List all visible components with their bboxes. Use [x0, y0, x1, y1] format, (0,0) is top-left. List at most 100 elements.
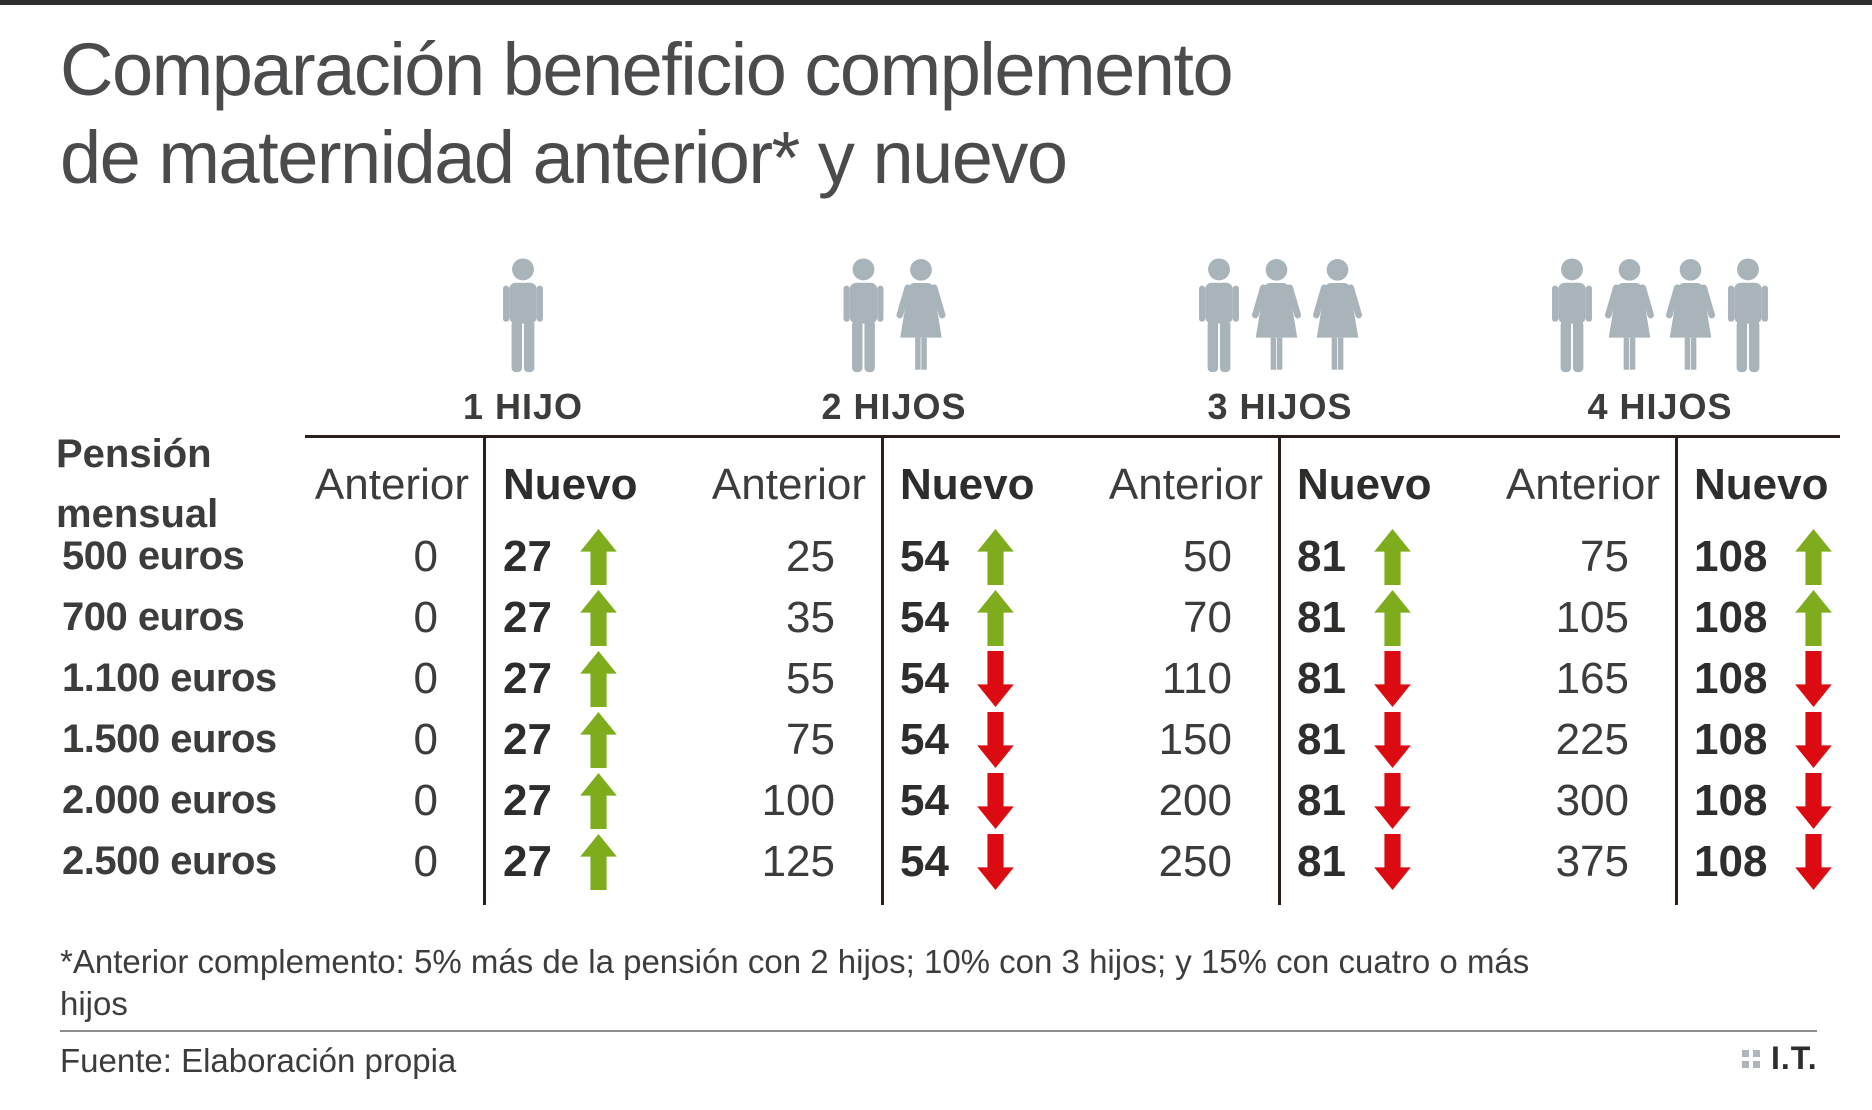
nuevo-value: 27	[483, 526, 702, 587]
anterior-value: 0	[413, 714, 438, 764]
anterior-value: 225	[1555, 714, 1629, 764]
trend-up-icon	[1795, 589, 1833, 646]
anterior-value: 50	[1183, 531, 1232, 581]
nuevo-number: 81	[1297, 592, 1346, 642]
male-icon	[843, 258, 884, 373]
nuevo-number: 81	[1297, 653, 1346, 703]
logo-text: I.T.	[1771, 1040, 1818, 1076]
nuevo-value: 54	[880, 831, 1099, 892]
female-icon	[1313, 258, 1362, 370]
nuevo-number: 27	[503, 836, 552, 886]
trend-up-icon	[580, 833, 617, 890]
group-label: 3 HIJOS	[1207, 386, 1353, 427]
nuevo-number: 108	[1694, 775, 1768, 825]
female-icon	[1252, 258, 1301, 370]
anterior-value: 150	[1158, 714, 1232, 764]
family-icons	[1551, 256, 1769, 374]
nuevo-number: 54	[900, 714, 949, 764]
trend-down-icon	[1374, 772, 1411, 829]
family-groups: 1 HIJO 2 HIJOS	[0, 256, 1872, 428]
nuevo-value: 81	[1277, 587, 1496, 648]
group-label: 1 HIJO	[462, 386, 584, 427]
nuevo-number: 27	[503, 592, 552, 642]
nuevo-number: 108	[1694, 653, 1768, 703]
anterior-value: 0	[413, 775, 438, 825]
nuevo-number: 81	[1297, 714, 1346, 764]
trend-down-icon	[977, 650, 1014, 707]
nuevo-value: 81	[1277, 831, 1496, 892]
top-bar	[0, 0, 1872, 5]
nuevo-value: 81	[1277, 648, 1496, 709]
header-divider-line	[305, 435, 1840, 438]
anterior-value: 165	[1555, 653, 1629, 703]
anterior-header: Anterior	[1505, 460, 1660, 509]
anterior-value: 70	[1183, 592, 1232, 642]
nuevo-number: 54	[900, 836, 949, 886]
logo-squares-icon	[1742, 1049, 1760, 1068]
row-label: 2.000 euros	[62, 778, 277, 822]
nuevo-value: 81	[1277, 526, 1496, 587]
trend-down-icon	[977, 711, 1014, 768]
nuevo-value: 108	[1674, 648, 1839, 709]
nuevo-value: 108	[1674, 526, 1839, 587]
footer-divider	[60, 1030, 1817, 1032]
nuevo-value: 27	[483, 831, 702, 892]
trend-up-icon	[1374, 589, 1411, 646]
male-icon	[503, 258, 543, 373]
nuevo-value: 27	[483, 770, 702, 831]
footnote-line-2: hijos	[60, 985, 128, 1022]
anterior-header: Anterior	[314, 460, 469, 509]
female-icon	[896, 258, 946, 370]
nuevo-number: 81	[1297, 775, 1346, 825]
row-label: 1.100 euros	[62, 656, 277, 700]
trend-down-icon	[1795, 711, 1833, 768]
title-line-1: Comparación beneficio complemento	[60, 28, 1234, 111]
row-label: 1.500 euros	[62, 717, 277, 761]
nuevo-number: 108	[1694, 714, 1768, 764]
trend-down-icon	[1374, 650, 1411, 707]
nuevo-number: 54	[900, 775, 949, 825]
male-icon	[1199, 258, 1239, 373]
nuevo-value: 108	[1674, 831, 1839, 892]
anterior-header: Anterior	[1108, 460, 1263, 509]
nuevo-value: 54	[880, 648, 1099, 709]
male-icon	[1552, 258, 1592, 373]
male-icon	[1728, 258, 1768, 373]
anterior-value: 35	[786, 592, 835, 642]
nuevo-value: 81	[1277, 709, 1496, 770]
female-icon	[1666, 258, 1715, 370]
pension-column-header: Pensión mensual	[56, 424, 218, 544]
trend-up-icon	[580, 650, 617, 707]
row-label: 2.500 euros	[62, 839, 277, 883]
spacer-cell	[50, 444, 305, 526]
anterior-value: 125	[761, 836, 835, 886]
family-group-2-hijos: 2 HIJOS	[821, 256, 966, 428]
anterior-value: 25	[786, 531, 835, 581]
trend-down-icon	[1374, 833, 1411, 890]
nuevo-number: 108	[1694, 592, 1768, 642]
trend-up-icon	[1374, 528, 1411, 585]
anterior-value: 100	[761, 775, 835, 825]
anterior-value: 0	[413, 592, 438, 642]
trend-up-icon	[1795, 528, 1833, 585]
row-label: 700 euros	[62, 595, 245, 639]
trend-up-icon	[977, 589, 1014, 646]
nuevo-number: 27	[503, 531, 552, 581]
column-divider-4	[1675, 435, 1678, 905]
family-icons	[502, 256, 544, 374]
nuevo-number: 81	[1297, 836, 1346, 886]
nuevo-header: Nuevo	[900, 460, 1035, 509]
nuevo-number: 27	[503, 775, 552, 825]
column-divider-2	[881, 435, 884, 905]
trend-up-icon	[580, 711, 617, 768]
group-label: 4 HIJOS	[1587, 386, 1733, 427]
anterior-value: 55	[786, 653, 835, 703]
nuevo-header: Nuevo	[1297, 460, 1432, 509]
nuevo-value: 54	[880, 526, 1099, 587]
nuevo-number: 81	[1297, 531, 1346, 581]
it-logo: I.T.	[1742, 1040, 1818, 1077]
pension-table: Anterior Nuevo Anterior Nuevo Anterior Nuevo A…	[50, 444, 1839, 892]
trend-down-icon	[977, 772, 1014, 829]
nuevo-value: 81	[1277, 770, 1496, 831]
